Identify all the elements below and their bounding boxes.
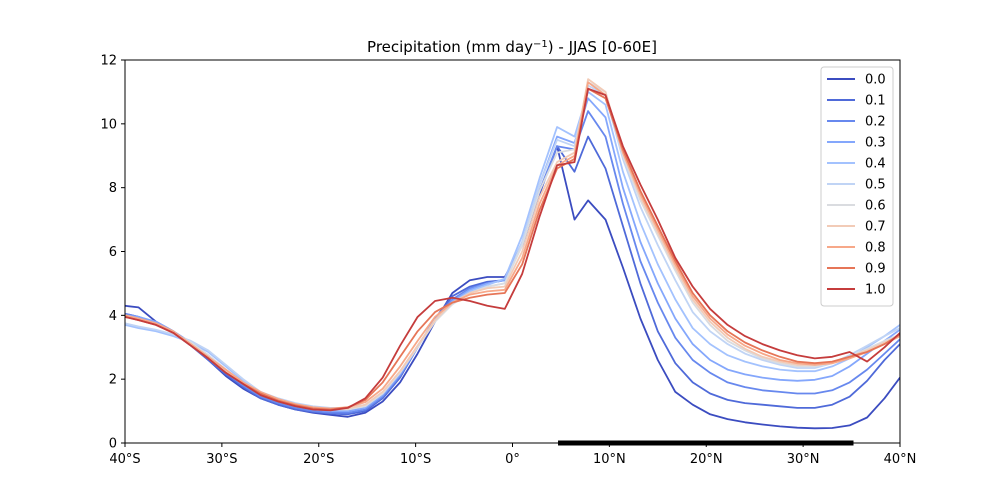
- y-tick-label: 4: [109, 309, 117, 324]
- legend-label: 0.9: [865, 262, 886, 277]
- x-tick-label: 10°S: [400, 452, 431, 467]
- y-tick-label: 8: [109, 181, 117, 196]
- x-tick-label: 30°S: [206, 452, 237, 467]
- y-tick-label: 6: [109, 245, 117, 260]
- legend-label: 0.6: [865, 199, 886, 214]
- x-tick-label: 40°S: [109, 452, 140, 467]
- chart-title: Precipitation (mm day−1) - JJAS [0-60E]: [367, 38, 657, 56]
- legend-label: 0.2: [865, 115, 886, 130]
- series-line-0.8: [125, 81, 900, 410]
- legend: 0.0 0.1 0.2 0.3 0.4 0.5 0.6 0.7 0.8 0.9 1.0: [820, 66, 894, 307]
- x-tick-label: 10°N: [593, 452, 626, 467]
- y-tick-label: 10: [100, 117, 117, 132]
- series-lines: [125, 78, 900, 430]
- legend-label: 0.7: [865, 220, 886, 235]
- y-tick-label: 2: [109, 373, 117, 388]
- legend-label: 1.0: [865, 283, 886, 298]
- title-suffix: ) - JJAS [0-60E]: [548, 38, 657, 56]
- x-tick-label: 40°N: [884, 452, 917, 467]
- y-tick-label: 12: [100, 54, 117, 69]
- y-tick-label: 0: [109, 437, 117, 452]
- x-tick-label: 0°: [505, 452, 520, 467]
- legend-label: 0.0: [865, 73, 886, 88]
- legend-label: 0.3: [865, 136, 886, 151]
- legend-label: 0.4: [865, 157, 886, 172]
- title-superscript: −1: [533, 39, 548, 50]
- legend-label: 0.1: [865, 94, 886, 109]
- legend-label: 0.8: [865, 241, 886, 256]
- x-tick-label: 20°S: [303, 452, 334, 467]
- plot-area: 40°S 30°S 20°S 10°S 0° 10°N 20°N 30°N 40°N 0 2 4 6 8 1…: [100, 54, 916, 468]
- series-line-1.0: [125, 87, 900, 412]
- legend-label: 0.5: [865, 178, 886, 193]
- title-main: Precipitation (mm day: [367, 38, 533, 56]
- x-tick-label: 20°N: [690, 452, 723, 467]
- x-tick-label: 30°N: [787, 452, 820, 467]
